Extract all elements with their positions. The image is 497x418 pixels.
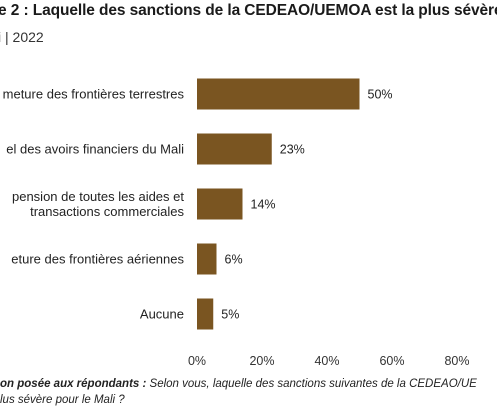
chart-title: e 2 : Laquelle des sanctions de la CEDEA… bbox=[0, 2, 497, 19]
bar-chart: meture des frontières terrestres el des a… bbox=[3, 78, 470, 368]
category-label: pension de toutes les aides et bbox=[12, 189, 184, 204]
category-label: transactions commerciales bbox=[30, 204, 184, 219]
x-axis-ticks-group: 0% 20% 40% 60% 80% bbox=[188, 354, 470, 368]
bar bbox=[197, 133, 272, 165]
bar bbox=[197, 243, 217, 275]
bar bbox=[197, 188, 243, 220]
x-tick-label: 40% bbox=[314, 354, 339, 368]
bar bbox=[197, 78, 360, 110]
x-tick-label: 20% bbox=[249, 354, 274, 368]
data-label: 23% bbox=[280, 143, 305, 157]
footnote-lead: on posée aux répondants : bbox=[0, 378, 147, 390]
chart-subtitle: i | 2022 bbox=[0, 29, 44, 45]
footnote-line2: lus sévère pour le Mali ? bbox=[0, 394, 125, 406]
category-label: meture des frontières terrestres bbox=[3, 87, 185, 102]
data-label: 5% bbox=[221, 308, 239, 322]
category-labels-group: meture des frontières terrestres el des a… bbox=[3, 87, 185, 322]
data-label: 6% bbox=[225, 253, 243, 267]
data-label: 50% bbox=[368, 88, 393, 102]
bars-group bbox=[197, 78, 360, 330]
x-tick-label: 60% bbox=[379, 354, 404, 368]
footnote: on posée aux répondants : Selon vous, la… bbox=[0, 376, 497, 408]
bar bbox=[197, 298, 214, 330]
footnote-text: Selon vous, laquelle des sanctions suiva… bbox=[146, 378, 477, 390]
category-label: el des avoirs financiers du Mali bbox=[6, 142, 184, 157]
x-tick-label: 80% bbox=[444, 354, 469, 368]
data-label: 14% bbox=[251, 198, 276, 212]
category-label: Aucune bbox=[140, 307, 184, 322]
category-label: eture des frontières aériennes bbox=[11, 252, 184, 267]
value-labels-group: 50% 23% 14% 6% 5% bbox=[221, 88, 392, 322]
x-tick-label: 0% bbox=[188, 354, 206, 368]
